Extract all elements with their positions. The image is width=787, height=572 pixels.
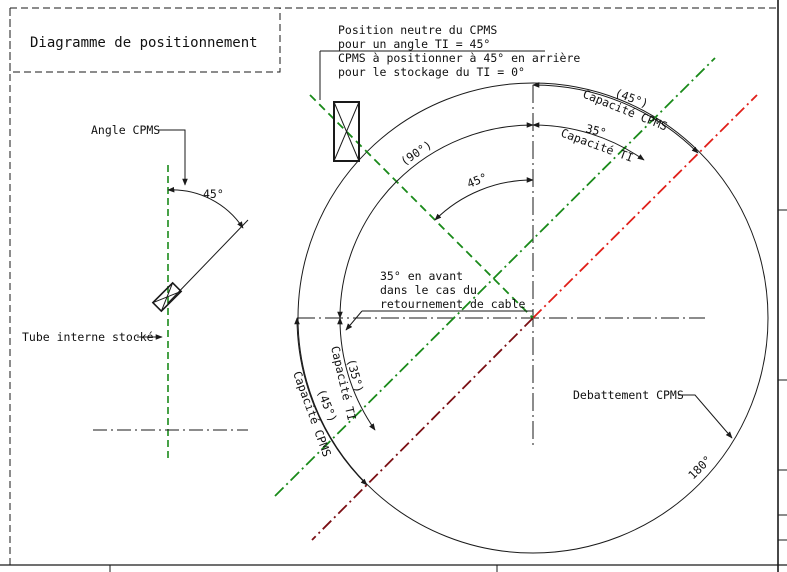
left-component-symbol	[151, 281, 183, 313]
title-box	[9, 7, 281, 73]
red-cpms-line-lower	[311, 317, 534, 541]
forward-note-line-1: 35° en avant	[380, 269, 463, 283]
forward-note-line-2: dans le cas du	[380, 283, 477, 297]
arc-45-cpms	[532, 82, 699, 154]
tube-interne-label: Tube interne stocké	[22, 330, 154, 344]
left-angle-value: 45°	[203, 187, 224, 201]
forward-note-line-3: retournement de cable	[380, 297, 525, 311]
main-view: 45° (90°) (45°) Capacité CPMS 35° Capaci…	[274, 57, 769, 554]
neutral-position-note: Position neutre du CPMS pour un angle TI…	[319, 23, 580, 100]
note-line-3: CPMS à positionner à 45° en arrière	[338, 51, 580, 65]
left-angle-arc	[167, 186, 244, 229]
title-block: Diagramme de positionnement	[9, 7, 281, 73]
arc-left-45	[294, 317, 368, 486]
note-line-1: Position neutre du CPMS	[338, 23, 497, 37]
label-arc-35-ti: 35°	[584, 121, 608, 140]
angle-cpms-label: Angle CPMS	[91, 123, 160, 137]
arc-35-ti	[532, 122, 645, 161]
angle-cpms-leader	[158, 129, 188, 186]
note-line-2: pour un angle TI = 45°	[338, 37, 490, 51]
forward-note-leader	[345, 310, 363, 331]
debattement-label: Debattement CPMS	[573, 388, 684, 402]
note-line-4: pour le stockage du TI = 0°	[338, 65, 525, 79]
left-side-view: 45° Angle CPMS Tube interne stocké	[22, 123, 249, 462]
label-180: 180°	[685, 453, 714, 482]
debattement-leader	[678, 394, 733, 439]
arc-45-neutral	[434, 177, 534, 221]
diagram-title: Diagramme de positionnement	[30, 35, 258, 51]
red-cpms-line-upper	[532, 94, 758, 319]
left-cpms-arm	[167, 219, 249, 304]
arc-90	[337, 122, 534, 319]
cpms-component-symbol	[333, 101, 360, 162]
